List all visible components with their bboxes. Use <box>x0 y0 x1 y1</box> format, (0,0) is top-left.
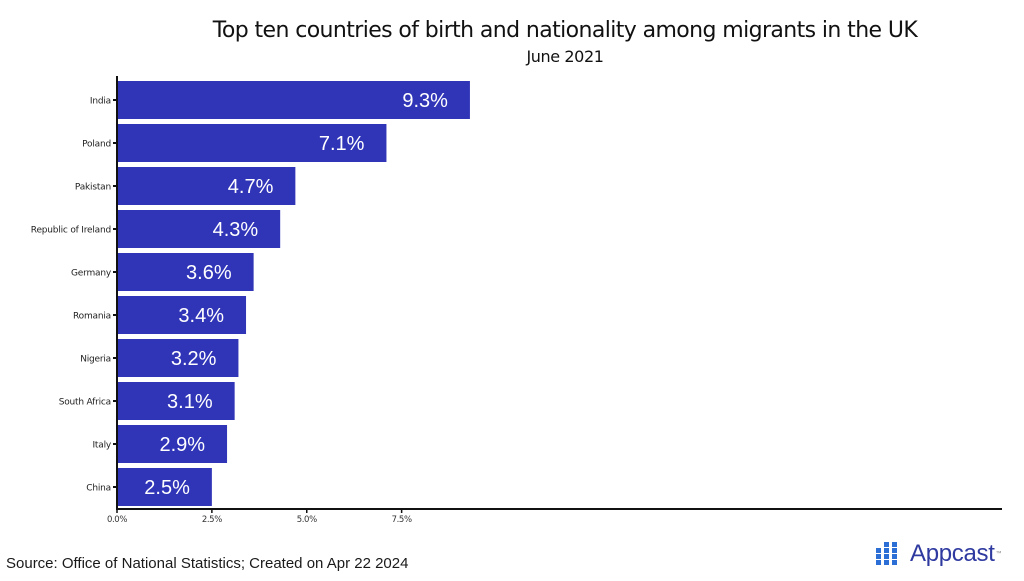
category-label: Pakistan <box>75 183 111 193</box>
bar-italy <box>117 425 228 463</box>
data-label: 3.6% <box>186 262 232 284</box>
source-note: Source: Office of National Statistics; C… <box>6 555 409 572</box>
bar-india <box>117 81 470 119</box>
x-tick-label: 2.5% <box>202 515 222 525</box>
chart-title: Top ten countries of birth and nationali… <box>212 18 918 43</box>
chart-subtitle: June 2021 <box>526 47 604 66</box>
x-tick-label: 7.5% <box>392 515 412 525</box>
data-label: 9.3% <box>402 90 448 112</box>
category-label: South Africa <box>59 398 111 408</box>
bar-nigeria <box>117 339 239 377</box>
bar-republic-of-ireland <box>117 210 281 248</box>
category-label: Italy <box>92 441 111 451</box>
category-label: China <box>86 484 111 494</box>
x-tick-label: 5.0% <box>297 515 317 525</box>
category-label: Romania <box>73 312 111 322</box>
appcast-logo: Appcast ™ <box>876 540 1002 568</box>
data-label: 3.1% <box>167 391 213 413</box>
category-label: Poland <box>82 140 111 150</box>
appcast-logo-text: Appcast <box>910 540 995 567</box>
data-label: 4.7% <box>228 176 274 198</box>
x-tick-label: 0.0% <box>107 515 127 525</box>
bar-pakistan <box>117 167 296 205</box>
category-label: Republic of Ireland <box>31 226 111 236</box>
trademark-symbol: ™ <box>995 551 1002 557</box>
bar-romania <box>117 296 247 334</box>
data-label: 7.1% <box>319 133 365 155</box>
data-label: 4.3% <box>213 219 259 241</box>
bar-germany <box>117 253 254 291</box>
data-label: 3.2% <box>171 348 217 370</box>
bar-south-africa <box>117 382 235 420</box>
appcast-logo-icon <box>876 542 906 566</box>
bar-poland <box>117 124 387 162</box>
category-label: Germany <box>71 269 112 279</box>
category-label: India <box>90 97 111 107</box>
bar-china <box>117 468 212 506</box>
category-label: Nigeria <box>80 355 111 365</box>
data-label: 2.9% <box>159 434 205 456</box>
data-label: 3.4% <box>178 305 224 327</box>
data-label: 2.5% <box>144 477 190 499</box>
